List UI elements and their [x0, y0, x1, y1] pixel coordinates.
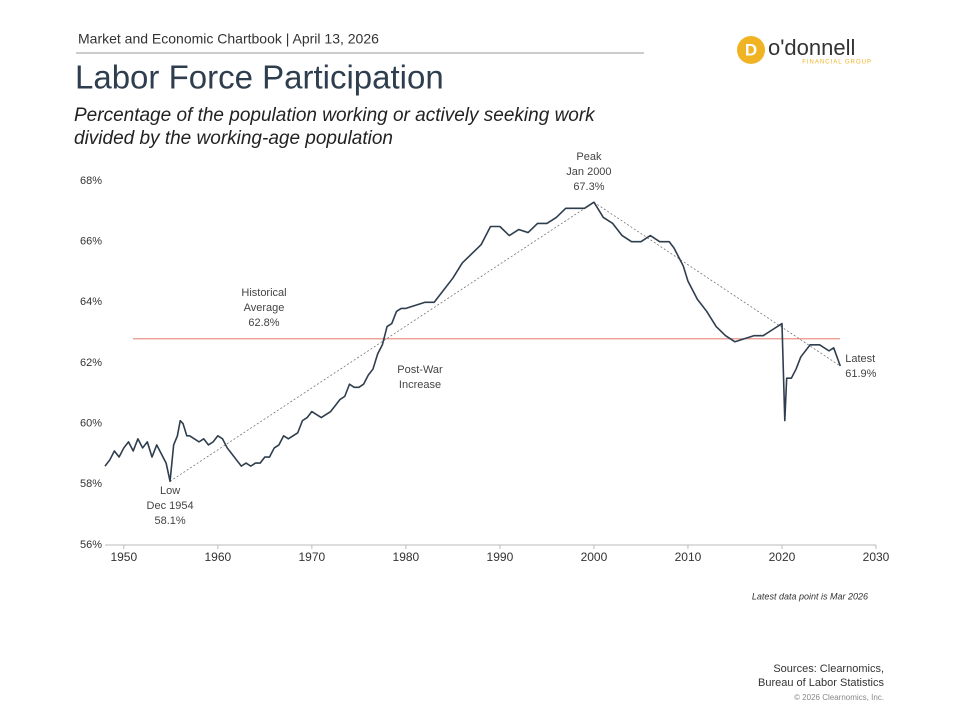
trend-label: Post-War [397, 364, 443, 376]
point-label: 58.1% [154, 515, 185, 527]
subtitle-box: Percentage of the population working or … [74, 105, 595, 149]
trend-label: Increase [399, 379, 441, 391]
y-tick-label: 56% [80, 539, 102, 551]
point-label: Latest [845, 353, 875, 365]
trend-line [593, 201, 841, 367]
y-tick-label: 62% [80, 357, 102, 369]
average-label: Historical [241, 287, 286, 299]
series-line [104, 201, 842, 483]
average-label: Average [244, 302, 285, 314]
x-tick-label: 1980 [393, 550, 420, 564]
point-label: 67.3% [573, 181, 604, 193]
logo-mark [737, 36, 765, 64]
trend-line [169, 201, 595, 482]
point-label: Jan 2000 [566, 166, 611, 178]
x-tick-label: 2000 [581, 550, 608, 564]
copyright: © 2026 Clearnomics, Inc. [794, 693, 884, 702]
logo-name: o'donnell [768, 35, 855, 60]
point-label: Dec 1954 [147, 500, 194, 512]
y-tick-label: 66% [80, 236, 102, 248]
chart-title: Labor Force Participation [75, 59, 444, 96]
logo-letter: D [745, 40, 757, 59]
point-label: 61.9% [845, 368, 876, 380]
point-label: Peak [576, 151, 602, 163]
y-tick-label: 64% [80, 296, 102, 308]
x-tick-label: 2030 [863, 550, 890, 564]
y-tick-label: 58% [80, 478, 102, 490]
x-tick-label: 1970 [299, 550, 326, 564]
x-tick-label: 2020 [769, 550, 796, 564]
average-label: 62.8% [248, 317, 279, 329]
point-label: Low [160, 485, 180, 497]
x-tick-label: 1950 [110, 550, 137, 564]
source-line: Sources: Clearnomics, [773, 663, 884, 675]
chartbook-header: Market and Economic Chartbook | April 13… [78, 31, 379, 47]
x-tick-label: 1960 [204, 550, 231, 564]
logo-sub: FINANCIAL GROUP [802, 60, 872, 66]
y-tick-label: 60% [80, 418, 102, 430]
x-tick-label: 1990 [487, 550, 514, 564]
x-tick-label: 2010 [675, 550, 702, 564]
source-line: Bureau of Labor Statistics [758, 677, 884, 689]
note: Latest data point is Mar 2026 [752, 591, 868, 601]
y-tick-label: 68% [80, 175, 102, 187]
chart-subtitle: Percentage of the population working or … [74, 105, 595, 149]
